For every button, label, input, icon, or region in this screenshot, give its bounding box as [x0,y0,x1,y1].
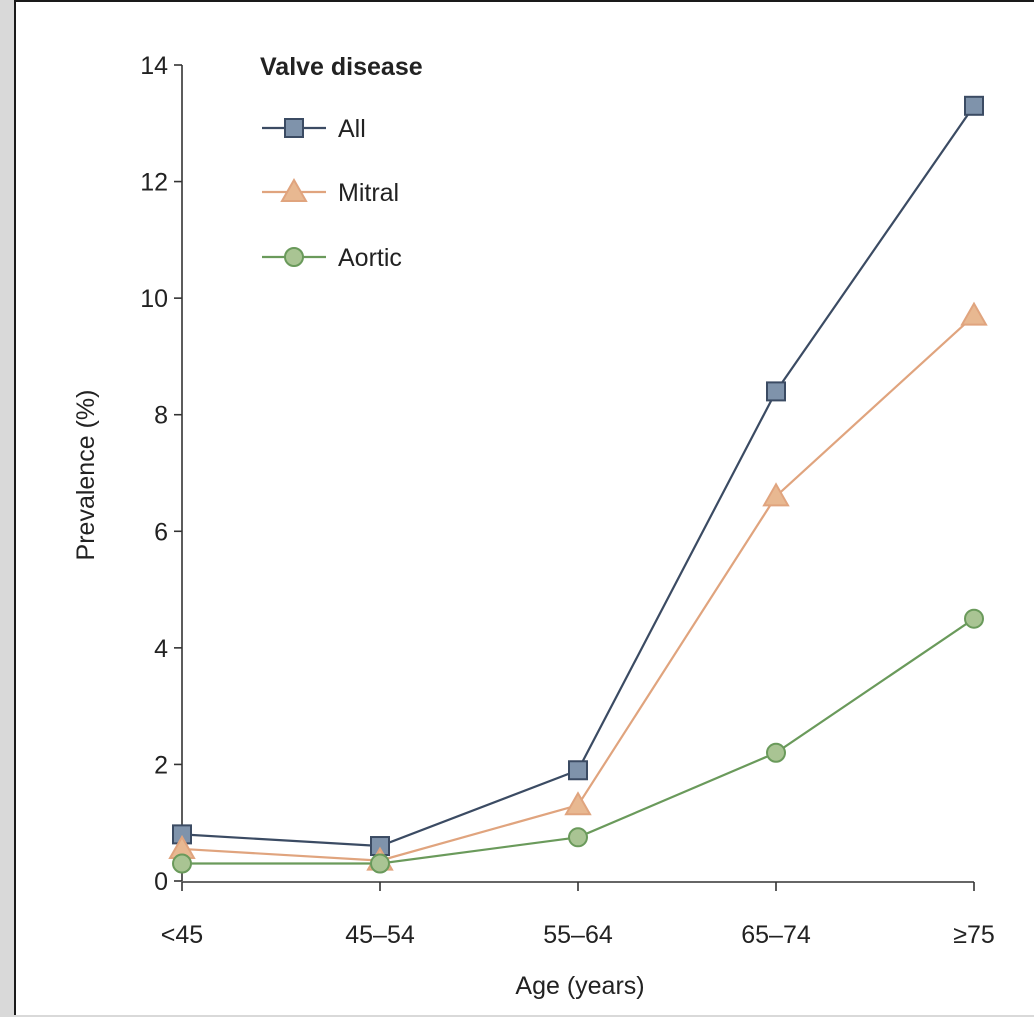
data-point-aortic [766,742,786,763]
data-point-aortic [370,853,390,874]
y-tick-label: 14 [140,52,168,80]
data-point-all [568,760,588,781]
x-tick-label: 55–64 [543,921,613,949]
data-point-aortic [568,827,588,848]
data-point-all [964,95,984,116]
y-tick-label: 8 [154,402,168,430]
data-point-all [766,381,786,402]
chart-frame: 0 2 4 6 8 10 12 14 <45 45–54 55–64 65–74 ≥75 Valve d… [14,0,1034,1015]
data-point-aortic [172,853,192,874]
legend-marker-mitral [280,177,308,202]
line-chart: 0 2 4 6 8 10 12 14 <45 45–54 55–64 65–74 ≥75 Valve d… [72,52,995,1000]
x-tick-label: ≥75 [953,921,995,949]
y-tick-label: 2 [154,751,168,779]
legend-marker-all [284,118,304,138]
y-tick-label: 12 [140,169,168,197]
series-layer [168,95,988,874]
legend-title: Valve disease [260,53,423,81]
y-tick-label: 4 [154,635,168,663]
legend-label-all: All [338,115,366,143]
x-tick-label: 65–74 [741,921,811,949]
y-tick-label: 0 [154,868,168,896]
series-line-aortic [182,617,975,865]
y-tick-label: 10 [140,285,168,313]
legend: Valve disease All Mitral Aortic [260,53,423,272]
legend-marker-aortic [284,247,304,267]
axes: 0 2 4 6 8 10 12 14 <45 45–54 55–64 65–74 ≥75 [140,52,995,949]
x-tick-label: <45 [161,921,203,949]
x-axis-label: Age (years) [515,972,644,1000]
data-point-mitral [960,301,988,326]
legend-label-mitral: Mitral [338,179,399,207]
y-tick-label: 6 [154,518,168,546]
x-tick-label: 45–54 [345,921,415,949]
data-point-aortic [964,608,984,629]
data-point-mitral [762,482,790,507]
legend-label-aortic: Aortic [338,244,402,272]
data-point-mitral [564,791,592,816]
series-line-all [181,105,975,848]
y-axis-label: Prevalence (%) [72,390,100,561]
